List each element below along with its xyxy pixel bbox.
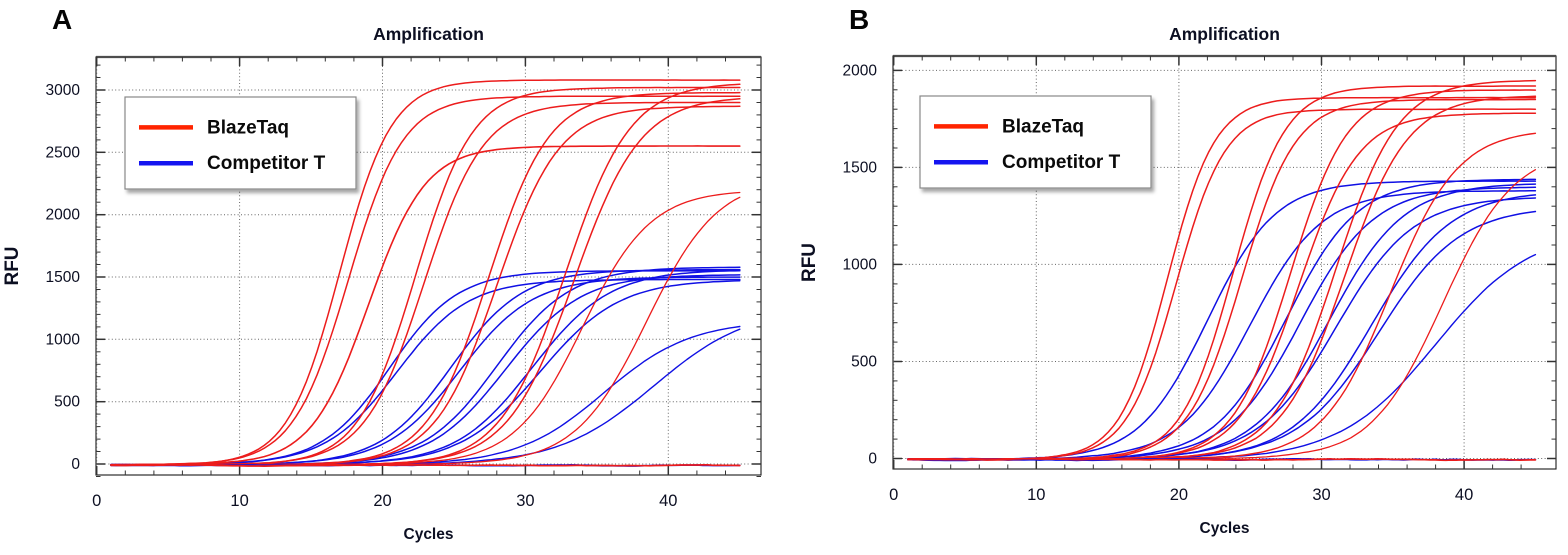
svg-text:RFU: RFU [799,243,820,282]
svg-text:30: 30 [516,492,534,510]
svg-text:1000: 1000 [843,256,878,273]
svg-text:0: 0 [92,492,101,510]
svg-text:BlazeTaq: BlazeTaq [207,117,289,138]
svg-text:0: 0 [71,456,80,473]
svg-text:2500: 2500 [46,144,81,161]
svg-text:500: 500 [851,354,877,371]
svg-text:Amplification: Amplification [373,24,484,44]
svg-text:2000: 2000 [843,62,878,79]
svg-text:20: 20 [1170,486,1188,504]
svg-text:20: 20 [373,492,391,510]
svg-text:Competitor T: Competitor T [1002,152,1121,173]
svg-text:Cycles: Cycles [1200,520,1250,537]
svg-text:10: 10 [230,492,248,510]
svg-text:2000: 2000 [46,207,81,224]
svg-text:BlazeTaq: BlazeTaq [1002,116,1084,137]
svg-text:RFU: RFU [2,246,23,285]
svg-text:0: 0 [868,451,877,468]
svg-text:Cycles: Cycles [404,526,454,543]
svg-text:40: 40 [659,492,677,510]
svg-text:30: 30 [1312,486,1330,504]
svg-text:Amplification: Amplification [1169,24,1280,44]
svg-text:B: B [849,4,869,35]
svg-text:1000: 1000 [46,331,81,348]
svg-text:Competitor T: Competitor T [207,153,326,174]
svg-text:500: 500 [54,394,80,411]
svg-text:0: 0 [889,486,898,504]
svg-text:10: 10 [1027,486,1045,504]
svg-text:40: 40 [1455,486,1473,504]
svg-text:1500: 1500 [843,159,878,176]
svg-text:1500: 1500 [46,269,81,286]
svg-text:A: A [52,4,72,35]
svg-text:3000: 3000 [46,82,81,99]
